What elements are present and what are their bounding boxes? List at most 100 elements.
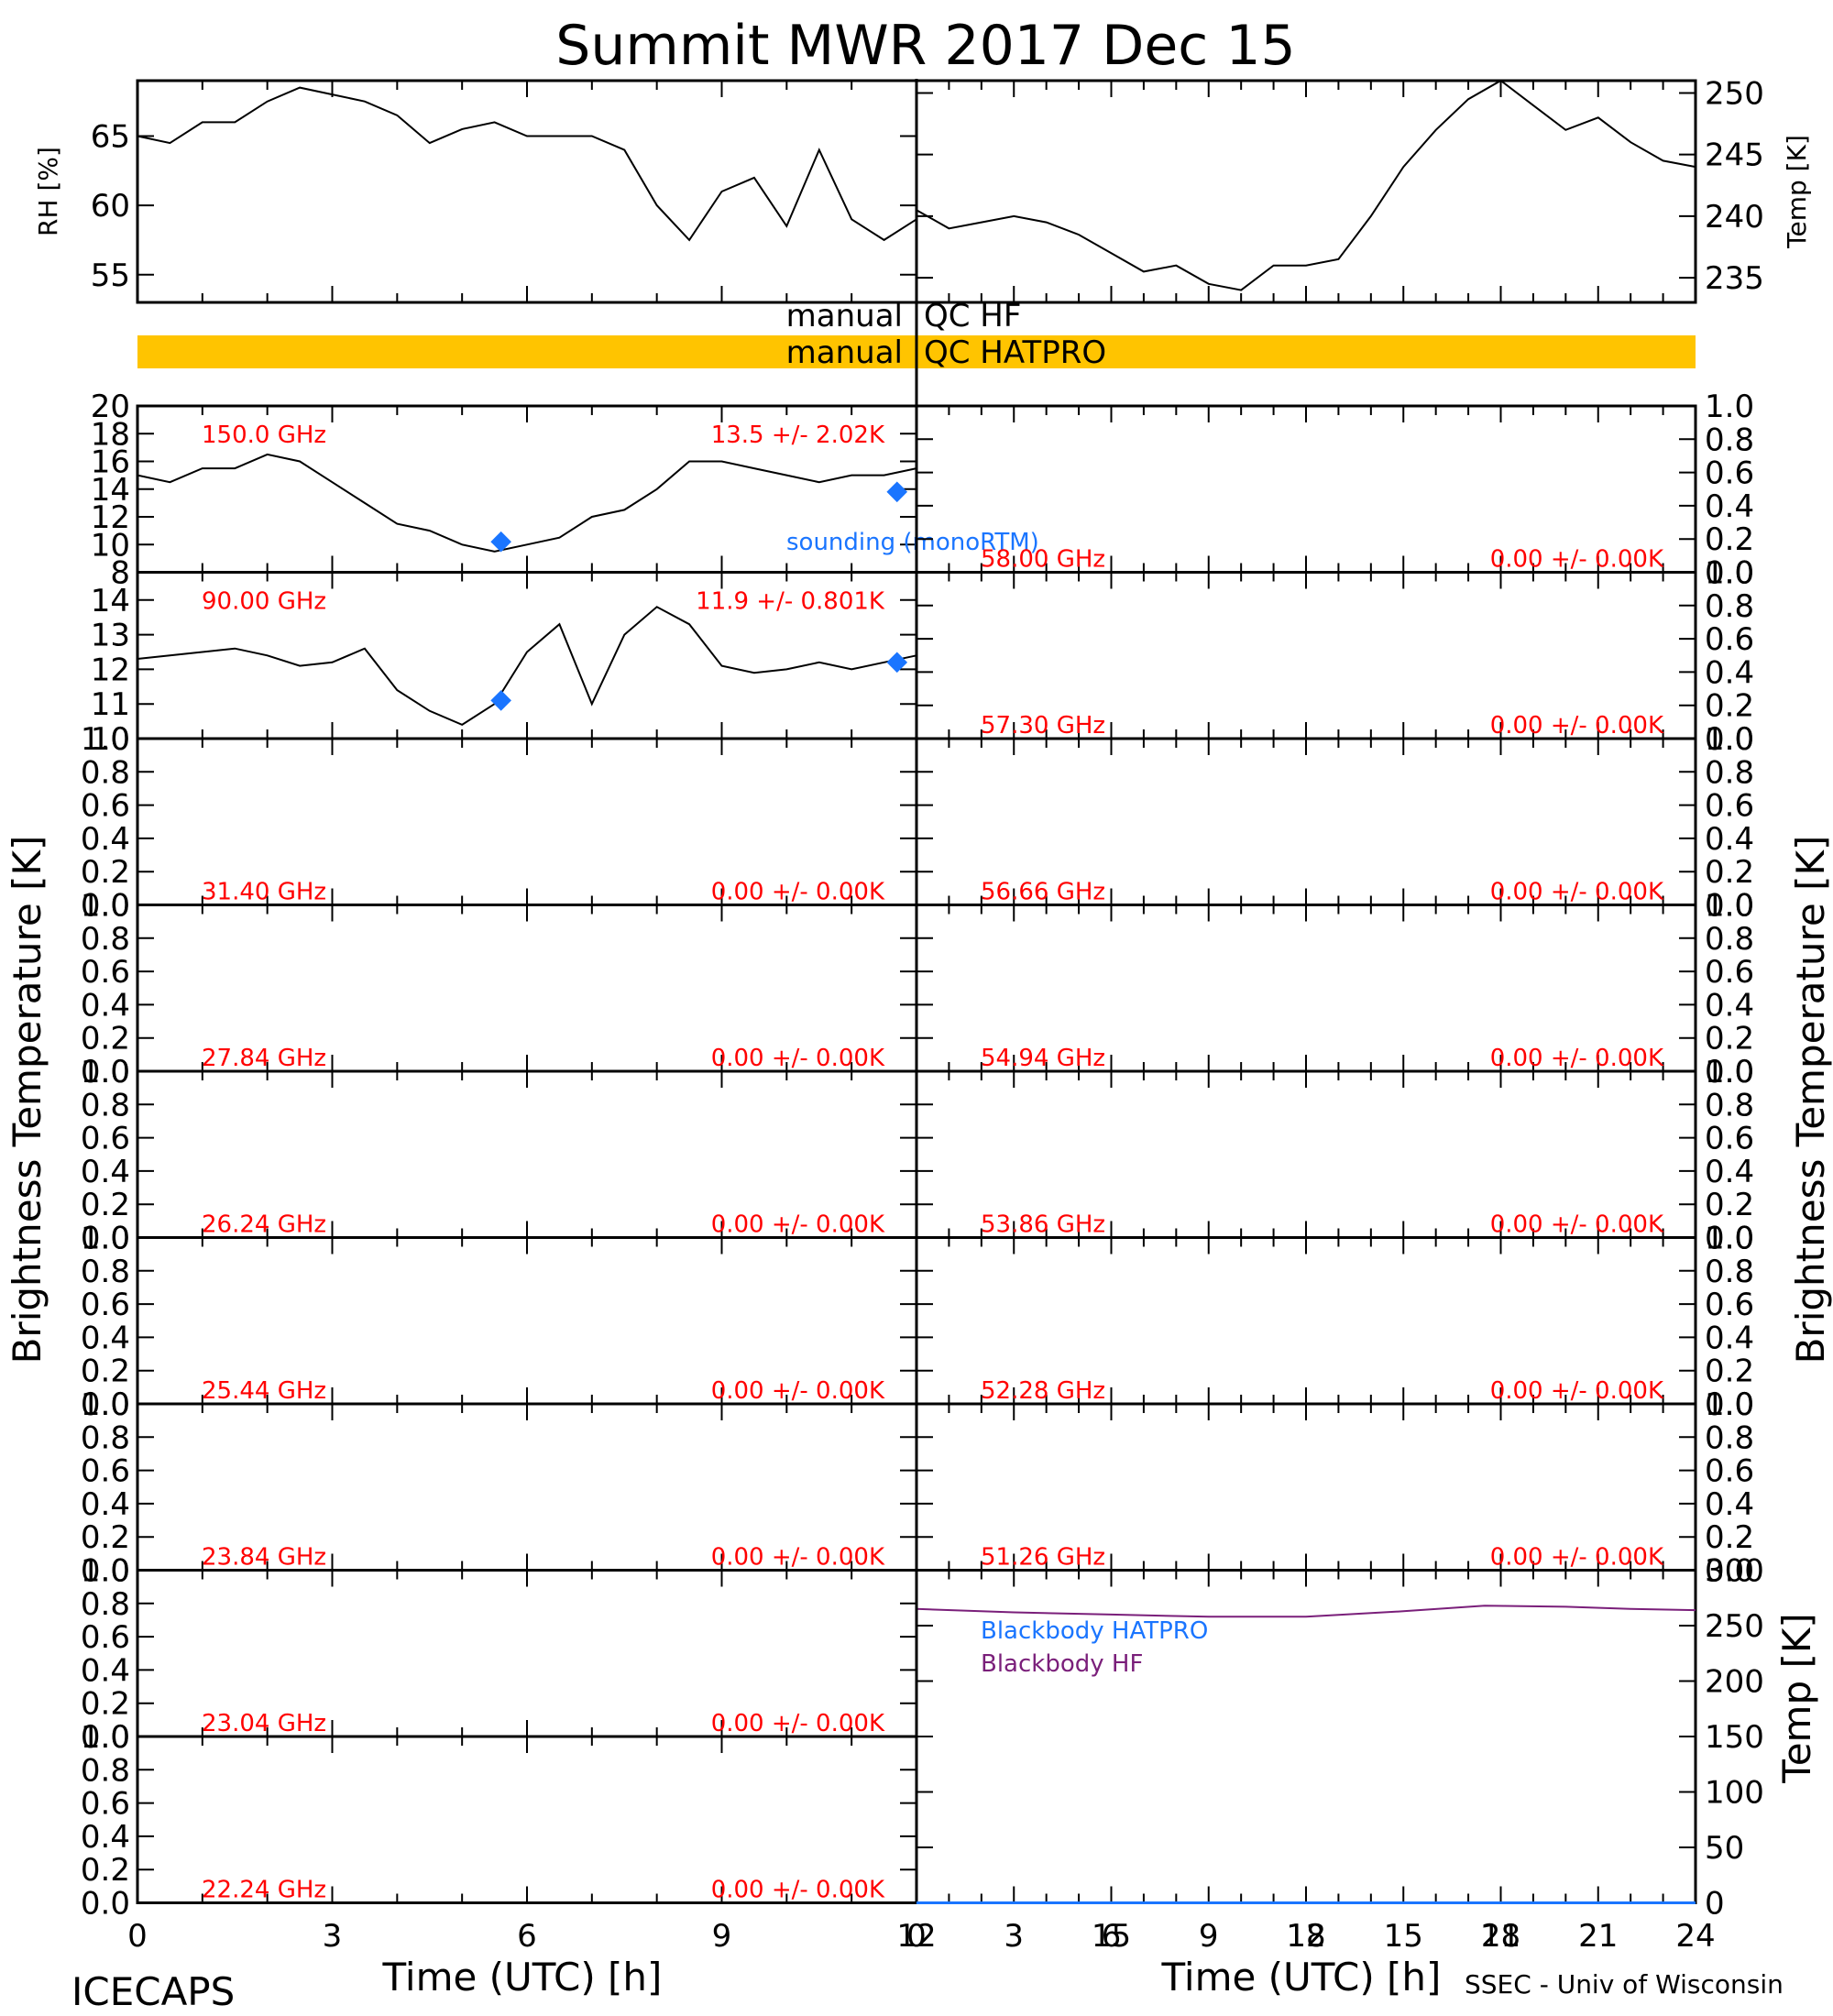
freq-label: 150.0 GHz [202,422,326,449]
legend-blackbody-hf: Blackbody HF [981,1650,1143,1678]
y-tick-label: 0.0 [81,1221,130,1257]
freq-label: 56.66 GHz [981,879,1105,906]
x-tick-label: 0 [906,1918,927,1955]
y-tick-label: 0.6 [1705,1287,1754,1323]
freq-label: 31.40 GHz [202,879,326,906]
y-tick-label: 55 [91,257,130,294]
y-tick-label: 0.8 [1705,1419,1754,1456]
y-tick-label: 0.6 [81,1287,130,1323]
y-tick-label: 60 [91,188,130,225]
rh-axis-label: RH [%] [33,147,63,236]
x-tick-label: 3 [323,1918,343,1955]
y-tick-label: 10 [91,721,130,758]
y-tick-label: 0.6 [1705,455,1754,492]
stats-label: 0.00 +/- 0.00K [1490,1045,1664,1072]
y-tick-label: 0.2 [81,854,130,891]
qc-hf-label-left: manual [786,298,903,334]
sounding-point [886,652,908,674]
stats-label: 0.00 +/- 0.00K [711,879,885,906]
freq-label: 52.28 GHz [981,1377,1105,1405]
y-tick-label: 0.2 [81,1852,130,1889]
y-tick-label: 300 [1705,1553,1764,1590]
x-tick-label: 12 [896,1918,936,1955]
qc-hatpro-label-left: manual [786,334,903,371]
panel-tb_57: 0.00.20.40.60.81.057.30 GHz 0.00 +/- 0.00… [915,555,1754,758]
panel-tb_53: 0.00.20.40.60.81.053.86 GHz 0.00 +/- 0.00… [915,1054,1754,1257]
rh-panel: 55 60 65 RH [%] [33,79,918,304]
x-tick-label: 9 [1199,1918,1219,1955]
x-tick-label: 3 [1004,1918,1024,1955]
stats-label: 0.00 +/- 0.00K [1490,1377,1664,1405]
freq-label: 90.00 GHz [202,588,326,616]
y-tick-label: 1.0 [81,1386,130,1423]
y-tick-label: 50 [1705,1830,1744,1867]
y-tick-label: 200 [1705,1664,1764,1701]
y-tick-label: 0.2 [1705,521,1754,558]
y-tick-label: 0.6 [1705,954,1754,991]
x-tick-label: 12 [1286,1918,1325,1955]
y-tick-label: 0.6 [1705,1121,1754,1157]
freq-label: 57.30 GHz [981,712,1105,740]
y-tick-label: 13 [91,618,130,654]
y-tick-label: 0.8 [81,1419,130,1456]
y-tick-label: 0.0 [81,1054,130,1090]
stats-label: 0.00 +/- 0.00K [1490,1544,1664,1572]
y-tick-label: 14 [91,583,130,619]
y-tick-label: 11 [91,686,130,723]
sounding-point [490,690,511,711]
y-tick-label: 0.4 [81,987,130,1024]
y-tick-label: 0.4 [81,1320,130,1356]
x-tick-label: 6 [517,1918,537,1955]
stats-label: 0.00 +/- 0.00K [711,1377,885,1405]
y-tick-label: 0.0 [1705,1553,1754,1590]
freq-label: 54.94 GHz [981,1045,1105,1072]
y-tick-label: 0.8 [81,754,130,791]
temp-panel: 235 240 245 250 Temp [K] [915,75,1812,304]
y-tick-label: 1.0 [1705,1054,1754,1090]
y-tick-label: 0.8 [1705,921,1754,958]
y-tick-label: 0.0 [81,1719,130,1756]
y-tick-label: 16 [91,444,130,481]
y-tick-label: 235 [1705,260,1764,297]
y-tick-label: 0.4 [81,1652,130,1689]
freq-label: 23.04 GHz [202,1710,326,1737]
y-tick-label: 0.4 [1705,987,1754,1024]
y-tick-label: 18 [91,416,130,453]
panel-tb_54: 0.00.20.40.60.81.054.94 GHz 0.00 +/- 0.00… [915,888,1754,1090]
y-tick-label: 1.0 [81,1719,130,1756]
x-tick-label: 9 [712,1918,732,1955]
y-tick-label: 0.0 [1705,721,1754,758]
temp-axis-label: Temp [K] [1782,135,1812,249]
sounding-legend: sounding (monoRTM) [786,529,1039,556]
y-tick-label: 1.0 [1705,1386,1754,1423]
qc-hatpro-label-right: QC HATPRO [924,334,1106,371]
y-axis-title-left: Brightness Temperature [K] [5,836,49,1364]
x-axis-title-left: Time (UTC) [h] [382,1955,663,2000]
y-tick-label: 0.8 [1705,1087,1754,1123]
y-tick-label: 0.6 [81,1786,130,1823]
stats-label: 0.00 +/- 0.00K [1490,1211,1664,1239]
y-tick-label: 20 [91,389,130,425]
stats-label: 0.00 +/- 0.00K [1490,712,1664,740]
y-tick-label: 0.2 [81,1353,130,1390]
sounding-point [886,481,908,503]
y-tick-label: 1.0 [81,1054,130,1090]
y-tick-label: 240 [1705,199,1764,236]
panel-tb_52: 0.00.20.40.60.81.052.28 GHz 0.00 +/- 0.00… [915,1221,1754,1423]
x-tick-label: 15 [1384,1918,1423,1955]
y-tick-label: 14 [91,472,130,509]
y-tick-label: 0.6 [81,1453,130,1490]
y-tick-label: 0.2 [1705,1021,1754,1057]
blackbody-panel: 0 50 100 150 200 250 300 Blackbody HATPRO Blackb… [915,1553,1819,1923]
y-tick-label: 1.0 [1705,389,1754,425]
y-tick-label: 0.0 [1705,555,1754,592]
freq-label: 27.84 GHz [202,1045,326,1072]
y-tick-label: 0.4 [1705,1154,1754,1190]
figure-title: Summit MWR 2017 Dec 15 [555,14,1295,78]
x-tick-label: 24 [1675,1918,1715,1955]
y-tick-label: 8 [110,555,130,592]
panel-tb_23a: 0.00.20.40.60.81.023.84 GHz 0.00 +/- 0.00… [81,1386,918,1590]
